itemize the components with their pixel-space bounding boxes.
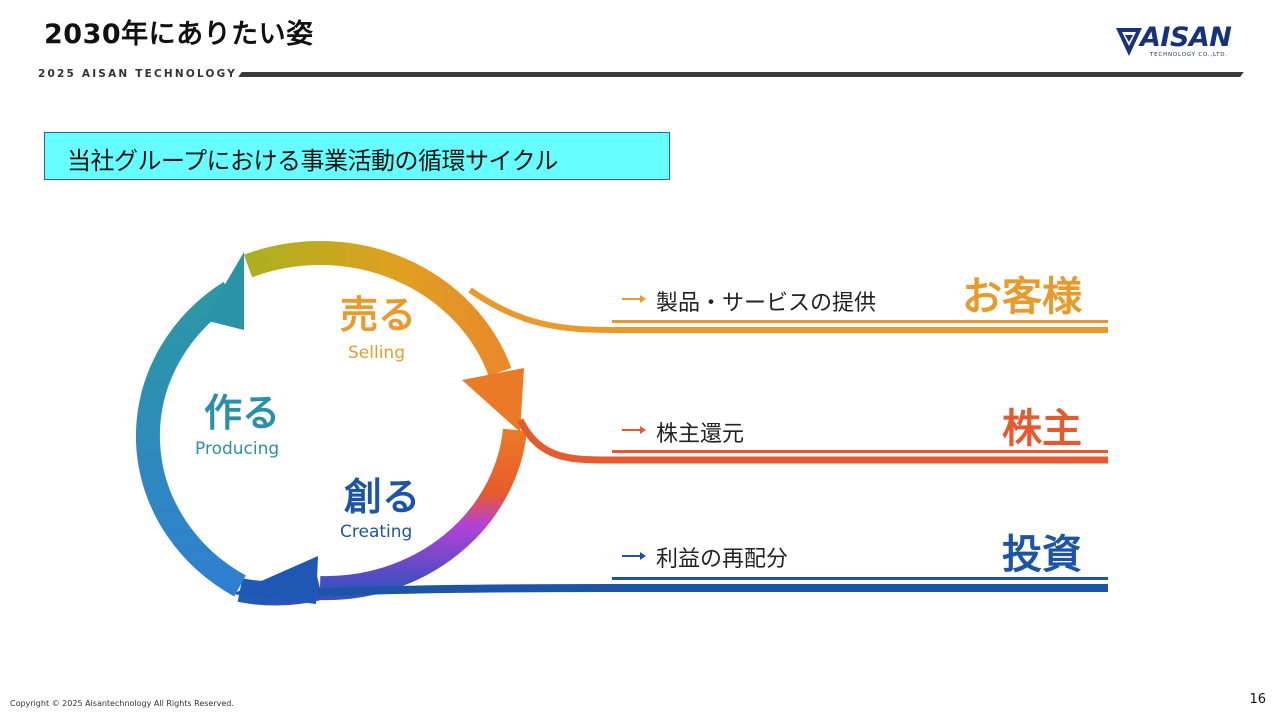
flow-band-customers bbox=[468, 287, 1108, 333]
logo-subtext: TECHNOLOGY CO.,LTD. bbox=[1150, 52, 1228, 58]
flow-band-investment bbox=[317, 584, 1108, 596]
logo-wordmark: AISAN bbox=[1140, 22, 1232, 53]
label-make-jp: 作る bbox=[204, 391, 280, 435]
copyright-footer: Copyright © 2025 Aisantechnology All Rig… bbox=[10, 699, 234, 708]
flow-label-shareholders: 株主還元 bbox=[656, 422, 744, 447]
flow-band-shareholders bbox=[516, 418, 1108, 464]
page-title: 2030年にありたい姿 bbox=[44, 19, 314, 50]
arrow-icon bbox=[622, 426, 646, 434]
label-make-en: Producing bbox=[195, 439, 279, 459]
flow-underline-customers bbox=[612, 320, 1108, 323]
target-shareholders: 株主 bbox=[1002, 406, 1082, 452]
label-sell-jp: 売る bbox=[340, 293, 416, 337]
cycle-arrowhead-bottom bbox=[232, 556, 318, 604]
target-investment: 投資 bbox=[1002, 532, 1082, 578]
company-logo: AISAN TECHNOLOGY CO.,LTD. bbox=[1114, 22, 1244, 62]
flow-underline-shareholders bbox=[612, 450, 1108, 453]
cycle-arc-left bbox=[135, 281, 246, 597]
section-heading-box: 当社グループにおける事業活動の循環サイクル bbox=[44, 132, 670, 180]
target-customers: お客様 bbox=[962, 274, 1083, 320]
header-brand-line: 2025 AISAN TECHNOLOGY bbox=[38, 68, 238, 80]
logo-mark-icon bbox=[1116, 28, 1142, 56]
label-create-jp: 創る bbox=[344, 475, 420, 519]
arrow-icon bbox=[622, 295, 646, 303]
label-create-en: Creating bbox=[340, 522, 412, 542]
label-sell-en: Selling bbox=[348, 343, 405, 363]
arrow-icon bbox=[622, 552, 646, 560]
cycle-arc-top bbox=[243, 240, 512, 377]
flow-label-customers: 製品・サービスの提供 bbox=[656, 291, 876, 316]
cycle-arc-right bbox=[319, 428, 527, 601]
flow-underline-investment bbox=[612, 577, 1108, 580]
cycle-arrowhead-top bbox=[462, 368, 524, 432]
page-number: 16 bbox=[1249, 692, 1266, 707]
flow-label-investment: 利益の再配分 bbox=[656, 547, 788, 572]
cycle-arrowhead-left bbox=[204, 252, 244, 330]
section-heading: 当社グループにおける事業活動の循環サイクル bbox=[67, 147, 558, 175]
